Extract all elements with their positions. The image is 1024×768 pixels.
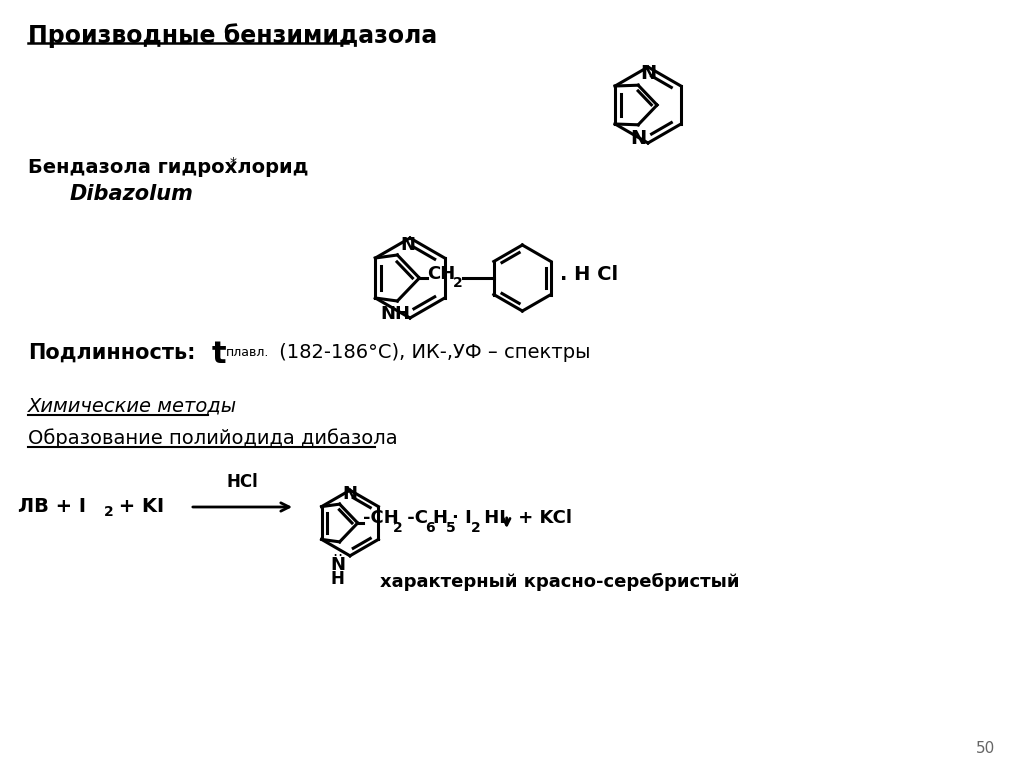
Text: ЛВ + I: ЛВ + I bbox=[18, 498, 86, 517]
Text: 2: 2 bbox=[104, 505, 114, 519]
Text: -CH: -CH bbox=[362, 509, 398, 527]
Text: плавл.: плавл. bbox=[226, 346, 269, 359]
Text: 2: 2 bbox=[471, 521, 480, 535]
Text: N: N bbox=[343, 485, 357, 503]
Text: N: N bbox=[330, 556, 345, 574]
Text: N: N bbox=[400, 236, 416, 254]
Text: H: H bbox=[331, 570, 344, 588]
Text: · I: · I bbox=[452, 509, 471, 527]
Text: Подлинность:: Подлинность: bbox=[28, 343, 196, 363]
Text: *: * bbox=[230, 156, 237, 170]
Text: N: N bbox=[640, 65, 656, 83]
Text: + KCl: + KCl bbox=[512, 509, 571, 527]
Text: 5: 5 bbox=[445, 521, 456, 535]
Text: 6: 6 bbox=[425, 521, 434, 535]
Text: ‥: ‥ bbox=[333, 544, 343, 559]
Text: H: H bbox=[433, 509, 447, 527]
Text: . H Cl: . H Cl bbox=[560, 264, 618, 283]
Text: Образование полийодида дибазола: Образование полийодида дибазола bbox=[28, 428, 397, 448]
Text: Dibazolum: Dibazolum bbox=[70, 184, 194, 204]
Text: 2: 2 bbox=[392, 521, 402, 535]
Text: + KI: + KI bbox=[112, 498, 164, 517]
Text: Химические методы: Химические методы bbox=[28, 396, 238, 415]
Text: Бендазола гидрохлорид: Бендазола гидрохлорид bbox=[28, 158, 308, 177]
Text: 50: 50 bbox=[976, 741, 995, 756]
Text: характерный красно-серебристый: характерный красно-серебристый bbox=[380, 573, 739, 591]
Text: NH: NH bbox=[380, 305, 411, 323]
Text: 2: 2 bbox=[454, 276, 463, 290]
Text: N: N bbox=[630, 129, 646, 147]
Text: t: t bbox=[212, 340, 226, 369]
Text: -C: -C bbox=[400, 509, 428, 527]
Text: CH: CH bbox=[427, 265, 456, 283]
Text: (182-186°C), ИК-,УФ – спектры: (182-186°C), ИК-,УФ – спектры bbox=[273, 343, 591, 362]
Text: Производные бензимидазола: Производные бензимидазола bbox=[28, 23, 437, 48]
Text: HCl: HCl bbox=[226, 473, 258, 491]
Text: HI: HI bbox=[477, 509, 506, 527]
